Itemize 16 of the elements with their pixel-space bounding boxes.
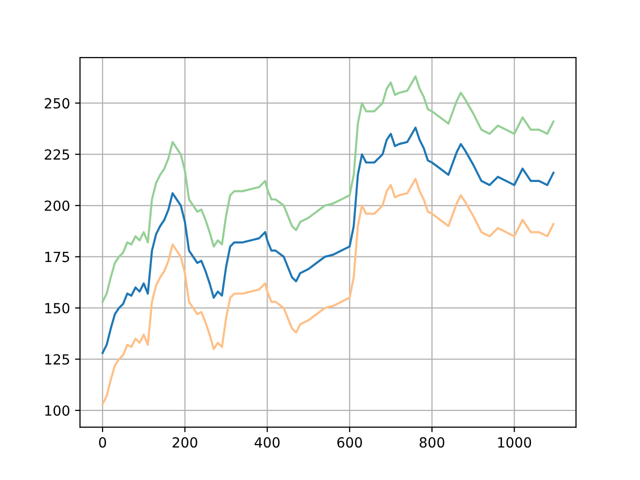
y-tick-label: 250 — [44, 98, 70, 109]
y-tick-label: 175 — [45, 252, 70, 262]
y-tick-label: 200 — [44, 200, 70, 211]
line-series — [102, 126, 554, 354]
y-tick-label: 150 — [45, 302, 70, 314]
y-tick-label: 100 — [45, 405, 70, 416]
x-tick-label: 200 — [172, 437, 198, 448]
x-tick-label: 0 — [99, 437, 106, 448]
x-tick-label: 600 — [337, 437, 362, 448]
y-tick-label: 125 — [45, 354, 70, 365]
line-series — [102, 178, 554, 406]
x-tick-label: 800 — [420, 437, 444, 448]
y-tick-label: 225 — [44, 149, 70, 160]
line-series — [102, 75, 554, 303]
x-tick-label: 1000 — [498, 437, 532, 448]
x-tick-label: 400 — [254, 437, 280, 448]
